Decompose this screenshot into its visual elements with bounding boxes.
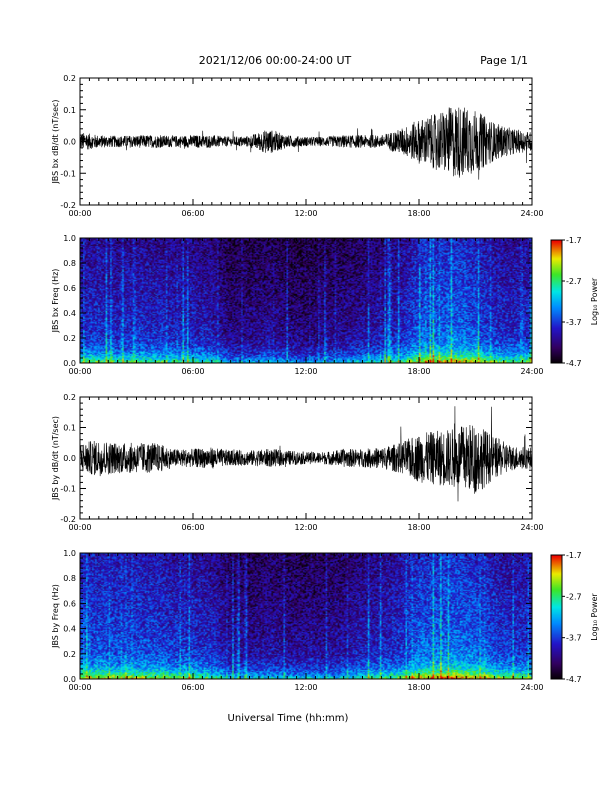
bx-colorbar-label: Log₁₀ Power: [590, 277, 599, 325]
colorbar-tick-label: -2.7: [566, 592, 582, 601]
y-tick-label: 0.1: [63, 106, 76, 115]
y-tick-label: 0.0: [63, 454, 76, 463]
x-tick-label: 00:00: [68, 209, 91, 218]
by-spec-ylabel: JBS by Freq (Hz): [51, 584, 60, 649]
by-wave-trace: [79, 406, 533, 502]
by-colorbar-label: Log₁₀ Power: [590, 593, 599, 641]
y-tick-label: 0.0: [63, 675, 76, 684]
bx-spec-ticks: 00:00 06:00 12:00 18:00 24:00 0.0 0.2 0.4 0.6 0.8…: [63, 234, 543, 376]
by-wave-ylabel: JBS by dB/dt (nT/sec): [51, 416, 60, 501]
x-tick-label: 18:00: [407, 683, 430, 692]
by-spec-ticks: 00:00 06:00 12:00 18:00 24:00 0.0 0.2 0.4 0.6 0.8…: [63, 549, 543, 692]
y-tick-label: 0.0: [63, 138, 76, 147]
y-tick-label: -0.2: [60, 515, 76, 524]
x-tick-label: 18:00: [407, 367, 430, 376]
y-tick-label: 0.2: [63, 650, 76, 659]
bx-colorbar-ticks: -1.7 -2.7 -3.7 -4.7: [562, 236, 582, 368]
by-colorbar-frame: [550, 554, 563, 680]
x-tick-label: 24:00: [520, 683, 543, 692]
bx-wave-panel: 00:00 06:00 12:00 18:00 24:00 -0.2 -0.1 0.0 0.1 0…: [51, 74, 544, 218]
colorbar-tick-label: -3.7: [566, 634, 582, 643]
waveform-line: [79, 107, 533, 180]
x-tick-label: 00:00: [68, 683, 91, 692]
bx-colorbar-frame: [550, 239, 563, 364]
bx-wave-ylabel: JBS bx dB/dt (nT/sec): [51, 99, 60, 184]
x-tick-label: 06:00: [181, 209, 204, 218]
x-tick-label: 00:00: [68, 523, 91, 532]
y-tick-label: 0.8: [63, 574, 76, 583]
y-tick-label: 0.2: [63, 334, 76, 343]
colorbar-tick-label: -1.7: [566, 551, 582, 560]
y-tick-label: 0.0: [63, 359, 76, 368]
colorbar-tick-label: -2.7: [566, 277, 582, 286]
x-tick-label: 00:00: [68, 367, 91, 376]
colorbar-tick-label: -3.7: [566, 318, 582, 327]
waveform-line: [79, 406, 533, 502]
colorbar-tick-label: -1.7: [566, 236, 582, 245]
page-indicator: Page 1/1: [480, 54, 528, 67]
y-tick-label: 1.0: [63, 234, 76, 243]
x-tick-label: 18:00: [407, 523, 430, 532]
x-tick-label: 18:00: [407, 209, 430, 218]
y-tick-label: 0.2: [63, 393, 76, 402]
x-tick-label: 12:00: [294, 683, 317, 692]
y-tick-label: 0.4: [63, 625, 76, 634]
bx-spec-panel: 00:00 06:00 12:00 18:00 24:00 0.0 0.2 0.4 0.6 0.8…: [51, 234, 599, 376]
bx-wave-trace: [79, 107, 533, 180]
y-tick-label: 0.4: [63, 309, 76, 318]
x-tick-label: 06:00: [181, 523, 204, 532]
y-tick-label: -0.1: [60, 485, 76, 494]
x-tick-label: 24:00: [520, 367, 543, 376]
x-tick-label: 06:00: [181, 367, 204, 376]
by-colorbar: [551, 555, 562, 679]
by-colorbar-ticks: -1.7 -2.7 -3.7 -4.7: [562, 551, 582, 684]
colorbar-tick-label: -4.7: [566, 675, 582, 684]
x-tick-label: 24:00: [520, 209, 543, 218]
by-spec-panel: 00:00 06:00 12:00 18:00 24:00 0.0 0.2 0.4 0.6 0.8…: [51, 549, 599, 692]
x-tick-label: 12:00: [294, 209, 317, 218]
bx-colorbar: [551, 240, 562, 363]
y-tick-label: -0.2: [60, 201, 76, 210]
y-tick-label: 0.6: [63, 599, 76, 608]
y-tick-label: -0.1: [60, 169, 76, 178]
y-tick-label: 0.2: [63, 74, 76, 83]
y-tick-label: 0.1: [63, 424, 76, 433]
by-spectrogram-image: [80, 553, 532, 679]
x-tick-label: 12:00: [294, 367, 317, 376]
x-tick-label: 12:00: [294, 523, 317, 532]
y-tick-label: 1.0: [63, 549, 76, 558]
plot-title: 2021/12/06 00:00-24:00 UT: [199, 54, 352, 67]
by-wave-ticks: 00:00 06:00 12:00 18:00 24:00 -0.2 -0.1 0.0 0.1 0…: [60, 393, 543, 532]
y-tick-label: 0.8: [63, 259, 76, 268]
bx-spec-ylabel: JBS bx Freq (Hz): [51, 269, 60, 334]
x-tick-label: 24:00: [520, 523, 543, 532]
y-tick-label: 0.6: [63, 284, 76, 293]
x-tick-label: 06:00: [181, 683, 204, 692]
colorbar-tick-label: -4.7: [566, 359, 582, 368]
bx-spectrogram-image: [80, 238, 532, 363]
by-wave-panel: 00:00 06:00 12:00 18:00 24:00 -0.2 -0.1 0.0 0.1 0…: [51, 393, 544, 532]
x-axis-title: Universal Time (hh:mm): [228, 713, 349, 724]
bx-wave-ticks: 00:00 06:00 12:00 18:00 24:00 -0.2 -0.1 0.0 0.1 0…: [60, 74, 543, 218]
